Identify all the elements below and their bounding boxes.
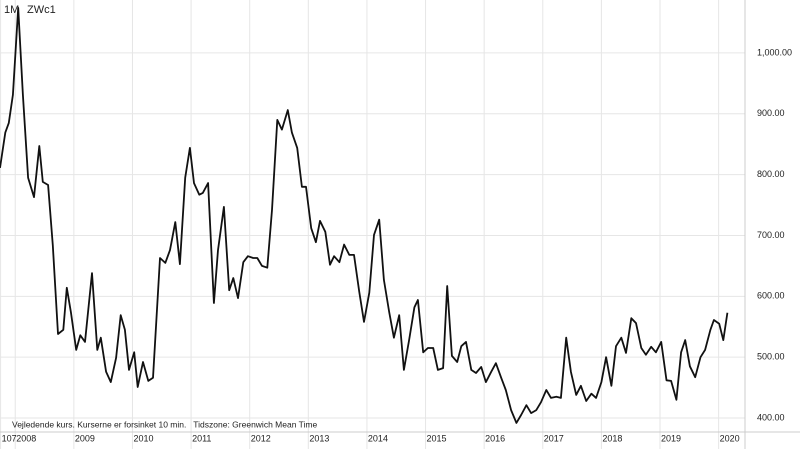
x-tick-label: 2011 [192,433,211,443]
footnote: Vejledende kurs. Kurserne er forsinket 1… [12,419,317,429]
y-tick-label: 600.00 [757,291,785,301]
series-label: ZWc1 [27,4,56,16]
y-tick-label: 500.00 [757,352,785,362]
y-tick-label: 1,000.00 [757,47,792,57]
x-tick-label: 2019 [661,433,681,443]
interval-label: 1M [4,4,19,16]
x-tick-label: 2008 [16,433,36,443]
x-tick-label: 2017 [544,433,564,443]
x-tick-label: 2009 [75,433,95,443]
x-tick-label: 2014 [368,433,388,443]
x-tick-label: 2010 [133,433,153,443]
y-tick-label: 800.00 [757,169,785,179]
x-tick-label: 2018 [602,433,622,443]
y-tick-label: 900.00 [757,108,785,118]
y-tick-label: 400.00 [757,412,785,422]
x-tick-label: 2012 [251,433,271,443]
price-line [0,7,729,424]
x-tick-label: 2020 [720,433,740,443]
x-tick-label: 2013 [309,433,329,443]
x-tick-label: 2016 [485,433,505,443]
y-tick-label: 700.00 [757,230,785,240]
x-tick-label: 107 [2,433,17,443]
x-tick-label: 2015 [427,433,447,443]
